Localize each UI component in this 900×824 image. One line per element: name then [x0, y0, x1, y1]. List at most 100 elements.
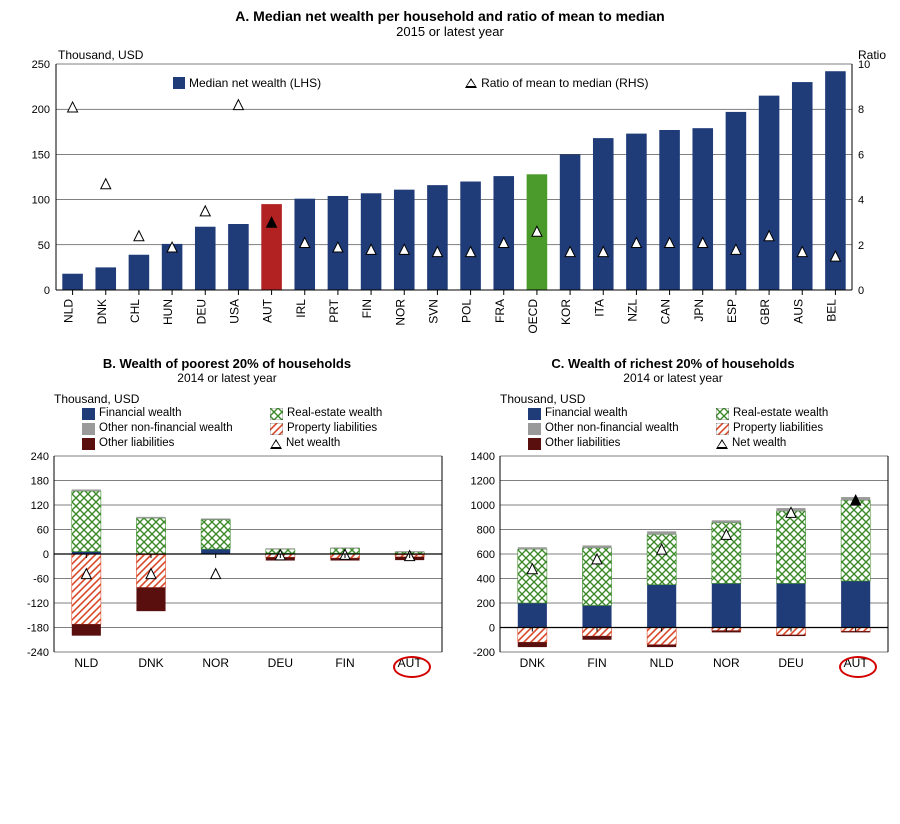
svg-text:ITA: ITA — [592, 299, 606, 317]
svg-text:CHL: CHL — [128, 299, 142, 323]
svg-text:BEL: BEL — [824, 299, 838, 322]
legend-label-other_nonfin: Other non-financial wealth — [545, 421, 679, 436]
svg-text:NOR: NOR — [393, 299, 407, 326]
svg-text:2: 2 — [858, 240, 864, 252]
legend-item-prop_liab: Property liabilities — [716, 421, 886, 436]
panel-b-legend: Financial wealth Real-estate wealth Other … — [82, 406, 440, 451]
svg-text:FIN: FIN — [335, 656, 354, 670]
svg-text:SVN: SVN — [426, 299, 440, 324]
svg-text:DEU: DEU — [778, 656, 803, 670]
svg-text:-200: -200 — [473, 647, 495, 659]
svg-text:0: 0 — [43, 549, 49, 561]
svg-text:60: 60 — [37, 525, 49, 537]
legend-item-prop_liab: Property liabilities — [270, 421, 440, 436]
legend-label-prop_liab: Property liabilities — [287, 421, 377, 436]
highlight-circle-aut-b — [393, 656, 431, 678]
panel-b: B. Wealth of poorest 20% of households 2… — [8, 356, 446, 666]
svg-text:800: 800 — [477, 525, 495, 537]
svg-text:PRT: PRT — [327, 298, 341, 322]
svg-text:0: 0 — [44, 285, 50, 297]
panel-a-subtitle: 2015 or latest year — [8, 24, 892, 39]
svg-text:CAN: CAN — [659, 299, 673, 324]
svg-text:DEU: DEU — [268, 656, 293, 670]
svg-text:-240: -240 — [27, 647, 49, 659]
svg-text:6: 6 — [858, 149, 864, 161]
svg-text:OECD: OECD — [526, 299, 540, 334]
svg-text:400: 400 — [477, 574, 495, 586]
legend-label-other_nonfin: Other non-financial wealth — [99, 421, 233, 436]
svg-text:ESP: ESP — [725, 299, 739, 323]
svg-text:USA: USA — [227, 299, 241, 324]
svg-text:180: 180 — [31, 476, 49, 488]
panel-a-svg: 0501001502002500246810NLDDNKCHLHUNDEUUSA… — [8, 44, 892, 344]
legend-label-financial: Financial wealth — [545, 406, 627, 421]
legend-item-realestate: Real-estate wealth — [270, 406, 440, 421]
svg-text:600: 600 — [477, 549, 495, 561]
panel-c-legend: Financial wealth Real-estate wealth Other … — [528, 406, 886, 451]
svg-text:4: 4 — [858, 195, 864, 207]
svg-text:NLD: NLD — [74, 656, 98, 670]
legend-item-net: Net wealth — [716, 436, 886, 451]
legend-item-other_liab: Other liabilities — [528, 436, 698, 451]
svg-text:IRL: IRL — [294, 299, 308, 318]
legend-item-financial: Financial wealth — [82, 406, 252, 421]
panel-a-title: A. Median net wealth per household and r… — [8, 8, 892, 24]
svg-text:0: 0 — [489, 623, 495, 635]
svg-text:DNK: DNK — [95, 299, 109, 324]
svg-text:250: 250 — [32, 59, 50, 71]
svg-text:200: 200 — [477, 598, 495, 610]
legend-label-net: Net wealth — [732, 436, 786, 451]
svg-text:100: 100 — [32, 195, 50, 207]
legend-label-other_liab: Other liabilities — [99, 436, 174, 451]
panel-c-subtitle: 2014 or latest year — [454, 371, 892, 385]
svg-text:50: 50 — [38, 240, 50, 252]
svg-text:DNK: DNK — [520, 656, 545, 670]
svg-text:KOR: KOR — [559, 299, 573, 325]
panel-b-subtitle: 2014 or latest year — [8, 371, 446, 385]
svg-text:HUN: HUN — [161, 299, 175, 325]
svg-text:200: 200 — [32, 104, 50, 116]
svg-text:FIN: FIN — [360, 299, 374, 318]
svg-text:-60: -60 — [33, 574, 49, 586]
panel-b-title: B. Wealth of poorest 20% of households — [8, 356, 446, 371]
legend-label-financial: Financial wealth — [99, 406, 181, 421]
legend-item-financial: Financial wealth — [528, 406, 698, 421]
legend-label-net: Net wealth — [286, 436, 340, 451]
svg-text:FIN: FIN — [587, 656, 606, 670]
svg-text:DNK: DNK — [138, 656, 163, 670]
svg-text:8: 8 — [858, 104, 864, 116]
legend-item-other_nonfin: Other non-financial wealth — [82, 421, 252, 436]
svg-text:JPN: JPN — [692, 299, 706, 322]
svg-text:-120: -120 — [27, 598, 49, 610]
panels-bc-row: B. Wealth of poorest 20% of households 2… — [8, 356, 892, 666]
svg-text:NLD: NLD — [650, 656, 674, 670]
legend-item-other_nonfin: Other non-financial wealth — [528, 421, 698, 436]
legend-label-realestate: Real-estate wealth — [733, 406, 828, 421]
highlight-circle-aut-c — [839, 656, 877, 678]
svg-text:NOR: NOR — [202, 656, 229, 670]
svg-text:AUT: AUT — [261, 298, 275, 323]
svg-text:NOR: NOR — [713, 656, 740, 670]
panel-c-title: C. Wealth of richest 20% of households — [454, 356, 892, 371]
triangle-icon — [270, 439, 282, 449]
legend-label-other_liab: Other liabilities — [545, 436, 620, 451]
panel-a: A. Median net wealth per household and r… — [8, 8, 892, 338]
legend-label-realestate: Real-estate wealth — [287, 406, 382, 421]
panel-c: C. Wealth of richest 20% of households 2… — [454, 356, 892, 666]
legend-item-net: Net wealth — [270, 436, 440, 451]
svg-text:NZL: NZL — [625, 299, 639, 322]
svg-text:NLD: NLD — [62, 299, 76, 323]
svg-text:1200: 1200 — [471, 476, 495, 488]
svg-text:120: 120 — [31, 500, 49, 512]
svg-text:240: 240 — [31, 451, 49, 463]
svg-text:1000: 1000 — [471, 500, 495, 512]
svg-text:GBR: GBR — [758, 299, 772, 325]
svg-text:POL: POL — [460, 299, 474, 323]
svg-text:0: 0 — [858, 285, 864, 297]
triangle-icon — [716, 439, 728, 449]
legend-item-realestate: Real-estate wealth — [716, 406, 886, 421]
legend-item-other_liab: Other liabilities — [82, 436, 252, 451]
svg-text:-180: -180 — [27, 623, 49, 635]
svg-text:DEU: DEU — [194, 299, 208, 324]
svg-text:FRA: FRA — [493, 299, 507, 323]
